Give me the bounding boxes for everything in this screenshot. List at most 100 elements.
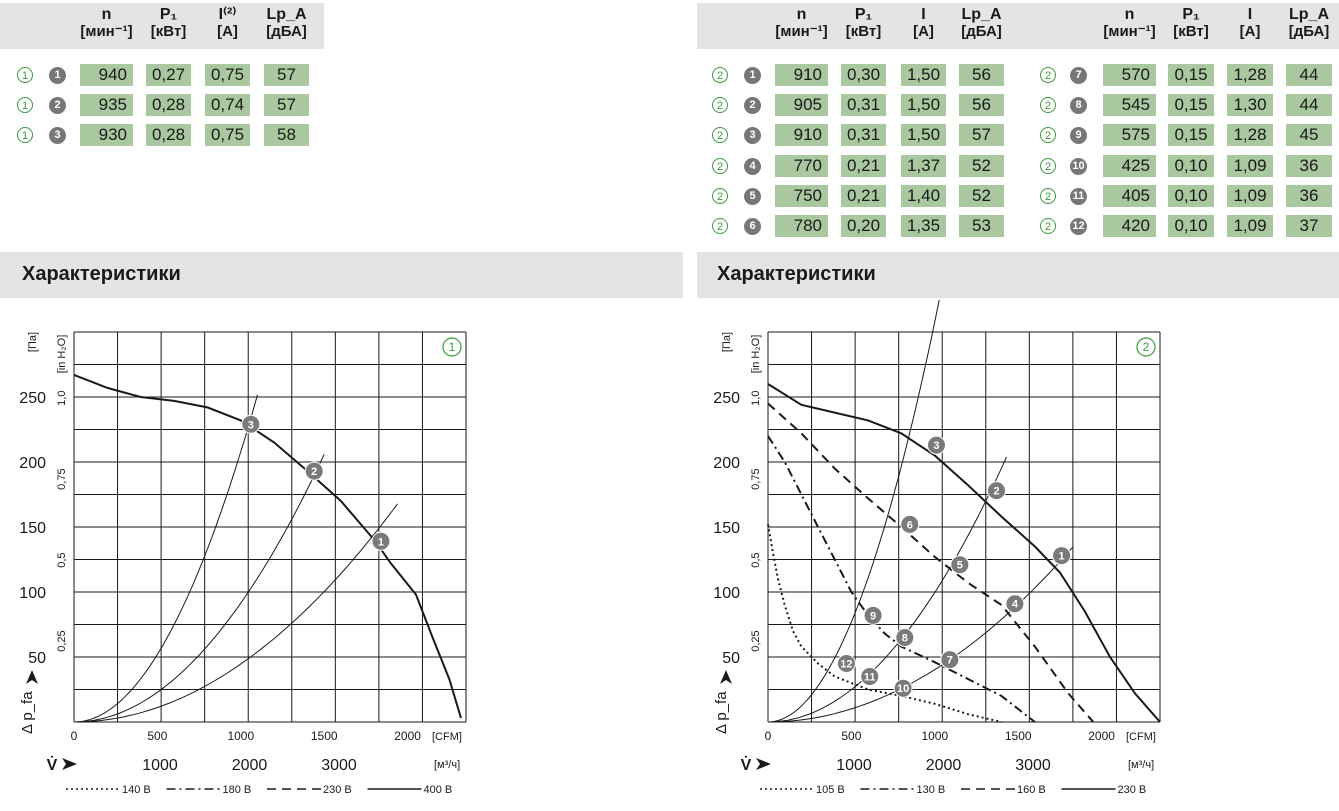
y-tick-label-pa: 200 <box>19 455 46 472</box>
curve-ring-2: 2 <box>1040 67 1056 83</box>
value-p1: 0,28 <box>146 94 191 116</box>
value-lpa: 36 <box>1286 155 1332 177</box>
point-marker: 3 <box>744 127 761 144</box>
operating-point-label: 6 <box>907 519 913 531</box>
x-tick-label-m3h: 1000 <box>836 757 872 774</box>
value-i: 1,35 <box>901 215 946 237</box>
y-tick-label-pa: 200 <box>713 455 740 472</box>
y-axis-label: Δ p_fa <box>713 691 730 734</box>
value-n: 905 <box>775 94 828 116</box>
curve-ring-2: 2 <box>712 67 728 83</box>
x-tick-label-cfm: 0 <box>765 729 772 743</box>
right-header-a-p-unit: [кВт] <box>845 23 882 40</box>
point-marker: 11 <box>1070 188 1087 205</box>
value-n: 750 <box>775 185 828 207</box>
table-row: 2 12 420 0,10 1,09 37 <box>1030 215 1339 237</box>
y-tick-label-inh2o: 0,5 <box>56 552 68 567</box>
operating-point-label: 2 <box>993 486 999 498</box>
x-tick-label-cfm: 500 <box>147 729 167 743</box>
left-header-p: P₁ [кВт] <box>146 6 191 40</box>
value-p1: 0,31 <box>841 124 886 146</box>
right-header-b-p: P₁ [кВт] <box>1168 6 1214 40</box>
value-lpa: 57 <box>264 64 309 86</box>
left-header-lp: Lp_A [дБА] <box>264 6 309 40</box>
table-row: 2 6 780 0,20 1,35 53 <box>700 215 1030 237</box>
y-unit-inh2o: [in H₂O] <box>56 335 68 374</box>
y-axis-label: Δ p_fa <box>19 691 36 734</box>
x-tick-label-cfm: 2000 <box>394 729 421 743</box>
x-tick-label-m3h: 3000 <box>321 757 357 774</box>
system-curve <box>73 503 398 723</box>
point-marker: 1 <box>744 67 761 84</box>
value-lpa: 37 <box>1286 215 1332 237</box>
left-header-lp-name: Lp_A <box>266 6 307 23</box>
system-curve <box>767 300 940 723</box>
operating-point-label: 1 <box>1059 551 1065 563</box>
value-lpa: 57 <box>959 124 1004 146</box>
curve-ring-1: 1 <box>17 127 33 143</box>
operating-point-marker <box>900 514 920 534</box>
chart-badge-label: 2 <box>1143 340 1150 354</box>
operating-point-marker <box>836 654 856 673</box>
value-n: 425 <box>1103 155 1156 177</box>
value-i: 1,09 <box>1227 185 1273 207</box>
value-i: 0,75 <box>205 64 250 86</box>
value-p1: 0,27 <box>146 64 191 86</box>
point-marker: 9 <box>1070 127 1087 144</box>
operating-point-marker <box>304 461 324 481</box>
value-p1: 0,30 <box>841 64 886 86</box>
chart-badge-label: 1 <box>449 340 456 354</box>
value-lpa: 52 <box>959 155 1004 177</box>
x-tick-label-cfm: 0 <box>71 729 78 743</box>
x-tick-label-cfm: 500 <box>841 729 861 743</box>
value-p1: 0,15 <box>1168 94 1214 116</box>
value-lpa: 44 <box>1286 64 1332 86</box>
curve-ring-2: 2 <box>712 158 728 174</box>
point-marker: 10 <box>1070 158 1087 175</box>
value-p1: 0,15 <box>1168 124 1214 146</box>
curve-ring-1: 1 <box>17 67 33 83</box>
value-n: 770 <box>775 155 828 177</box>
value-i: 1,50 <box>901 64 946 86</box>
system-curve <box>767 456 1007 723</box>
y-axis-arrow-icon <box>26 670 38 684</box>
point-marker: 2 <box>49 97 66 114</box>
left-header-i: I⁽²⁾ [A] <box>205 6 250 40</box>
y-tick-label-pa: 250 <box>713 390 740 407</box>
curve-ring-2: 2 <box>1040 127 1056 143</box>
legend-label: 230 В <box>323 784 352 796</box>
right-header-a-p: P₁ [кВт] <box>841 6 886 40</box>
value-n: 545 <box>1103 94 1156 116</box>
y-tick-label-inh2o: 0,75 <box>750 468 762 489</box>
value-i: 1,37 <box>901 155 946 177</box>
operating-point-label: 7 <box>947 655 953 667</box>
left-section-title: Характеристики <box>22 263 181 285</box>
table-row: 2 4 770 0,21 1,37 52 <box>700 155 1030 177</box>
table-row: 2 9 575 0,15 1,28 45 <box>1030 124 1339 146</box>
operating-point-marker <box>926 435 946 455</box>
value-p1: 0,10 <box>1168 155 1214 177</box>
y-tick-label-pa: 250 <box>19 390 46 407</box>
value-i: 1,09 <box>1227 155 1273 177</box>
operating-point-marker <box>950 555 970 575</box>
value-p1: 0,21 <box>841 155 886 177</box>
y-tick-label-pa: 100 <box>713 585 740 602</box>
point-marker: 4 <box>744 158 761 175</box>
right-header-b-p-unit: [кВт] <box>1173 23 1209 40</box>
curve-ring-2: 2 <box>1040 188 1056 204</box>
value-i: 1,09 <box>1227 215 1273 237</box>
operating-point-marker <box>940 650 960 670</box>
curve-ring-2: 2 <box>712 218 728 234</box>
operating-point-label: 2 <box>311 466 317 478</box>
point-marker: 5 <box>744 188 761 205</box>
curve-ring-2: 2 <box>1040 218 1056 234</box>
curve-ring-2: 2 <box>1040 158 1056 174</box>
table-row: 2 10 425 0,10 1,09 36 <box>1030 155 1339 177</box>
table-row: 2 7 570 0,15 1,28 44 <box>1030 64 1339 86</box>
left-header-band <box>0 3 324 49</box>
right-header-a-i-name: I <box>921 6 926 23</box>
y-tick-label-pa: 150 <box>713 520 740 537</box>
operating-point-label: 9 <box>870 610 876 622</box>
fan-curve-105В <box>767 524 1002 723</box>
value-n: 780 <box>775 215 828 237</box>
